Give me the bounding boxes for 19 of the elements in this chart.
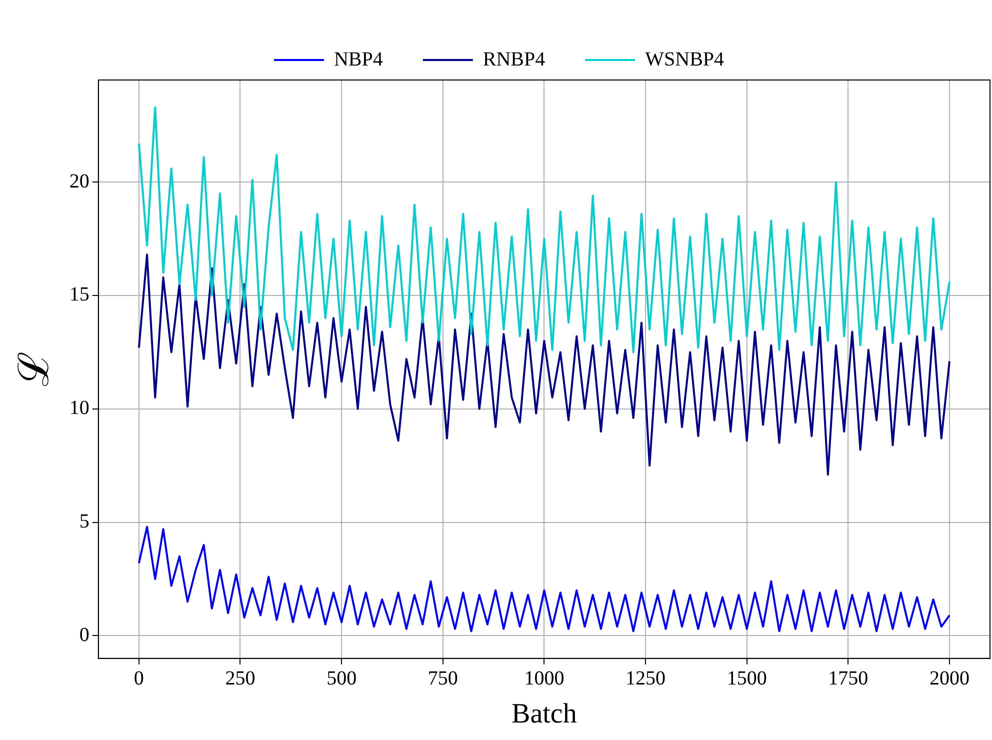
- x-tick-label: 500: [326, 668, 357, 690]
- y-tick-label: 5: [79, 510, 90, 533]
- legend-label: RNBP4: [482, 48, 546, 70]
- x-tick-label: 0: [134, 668, 144, 690]
- x-tick-label: 1750: [828, 668, 868, 690]
- y-tick-label: 0: [79, 624, 90, 646]
- y-tick-label: 20: [69, 170, 90, 192]
- legend-label: NBP4: [334, 48, 383, 70]
- x-tick-label: 1000: [524, 668, 564, 690]
- y-tick-label: 10: [69, 397, 90, 420]
- y-axis-title: ℒ: [12, 352, 58, 387]
- x-tick-label: 2000: [929, 668, 970, 690]
- x-tick-label: 250: [225, 668, 256, 690]
- x-axis-title: Batch: [512, 698, 577, 730]
- x-tick-label: 1500: [726, 668, 767, 690]
- x-tick-label: 1250: [626, 668, 666, 690]
- x-tick-label: 750: [428, 668, 458, 690]
- legend-label: WSNBP4: [645, 48, 724, 70]
- y-tick-label: 15: [69, 284, 90, 306]
